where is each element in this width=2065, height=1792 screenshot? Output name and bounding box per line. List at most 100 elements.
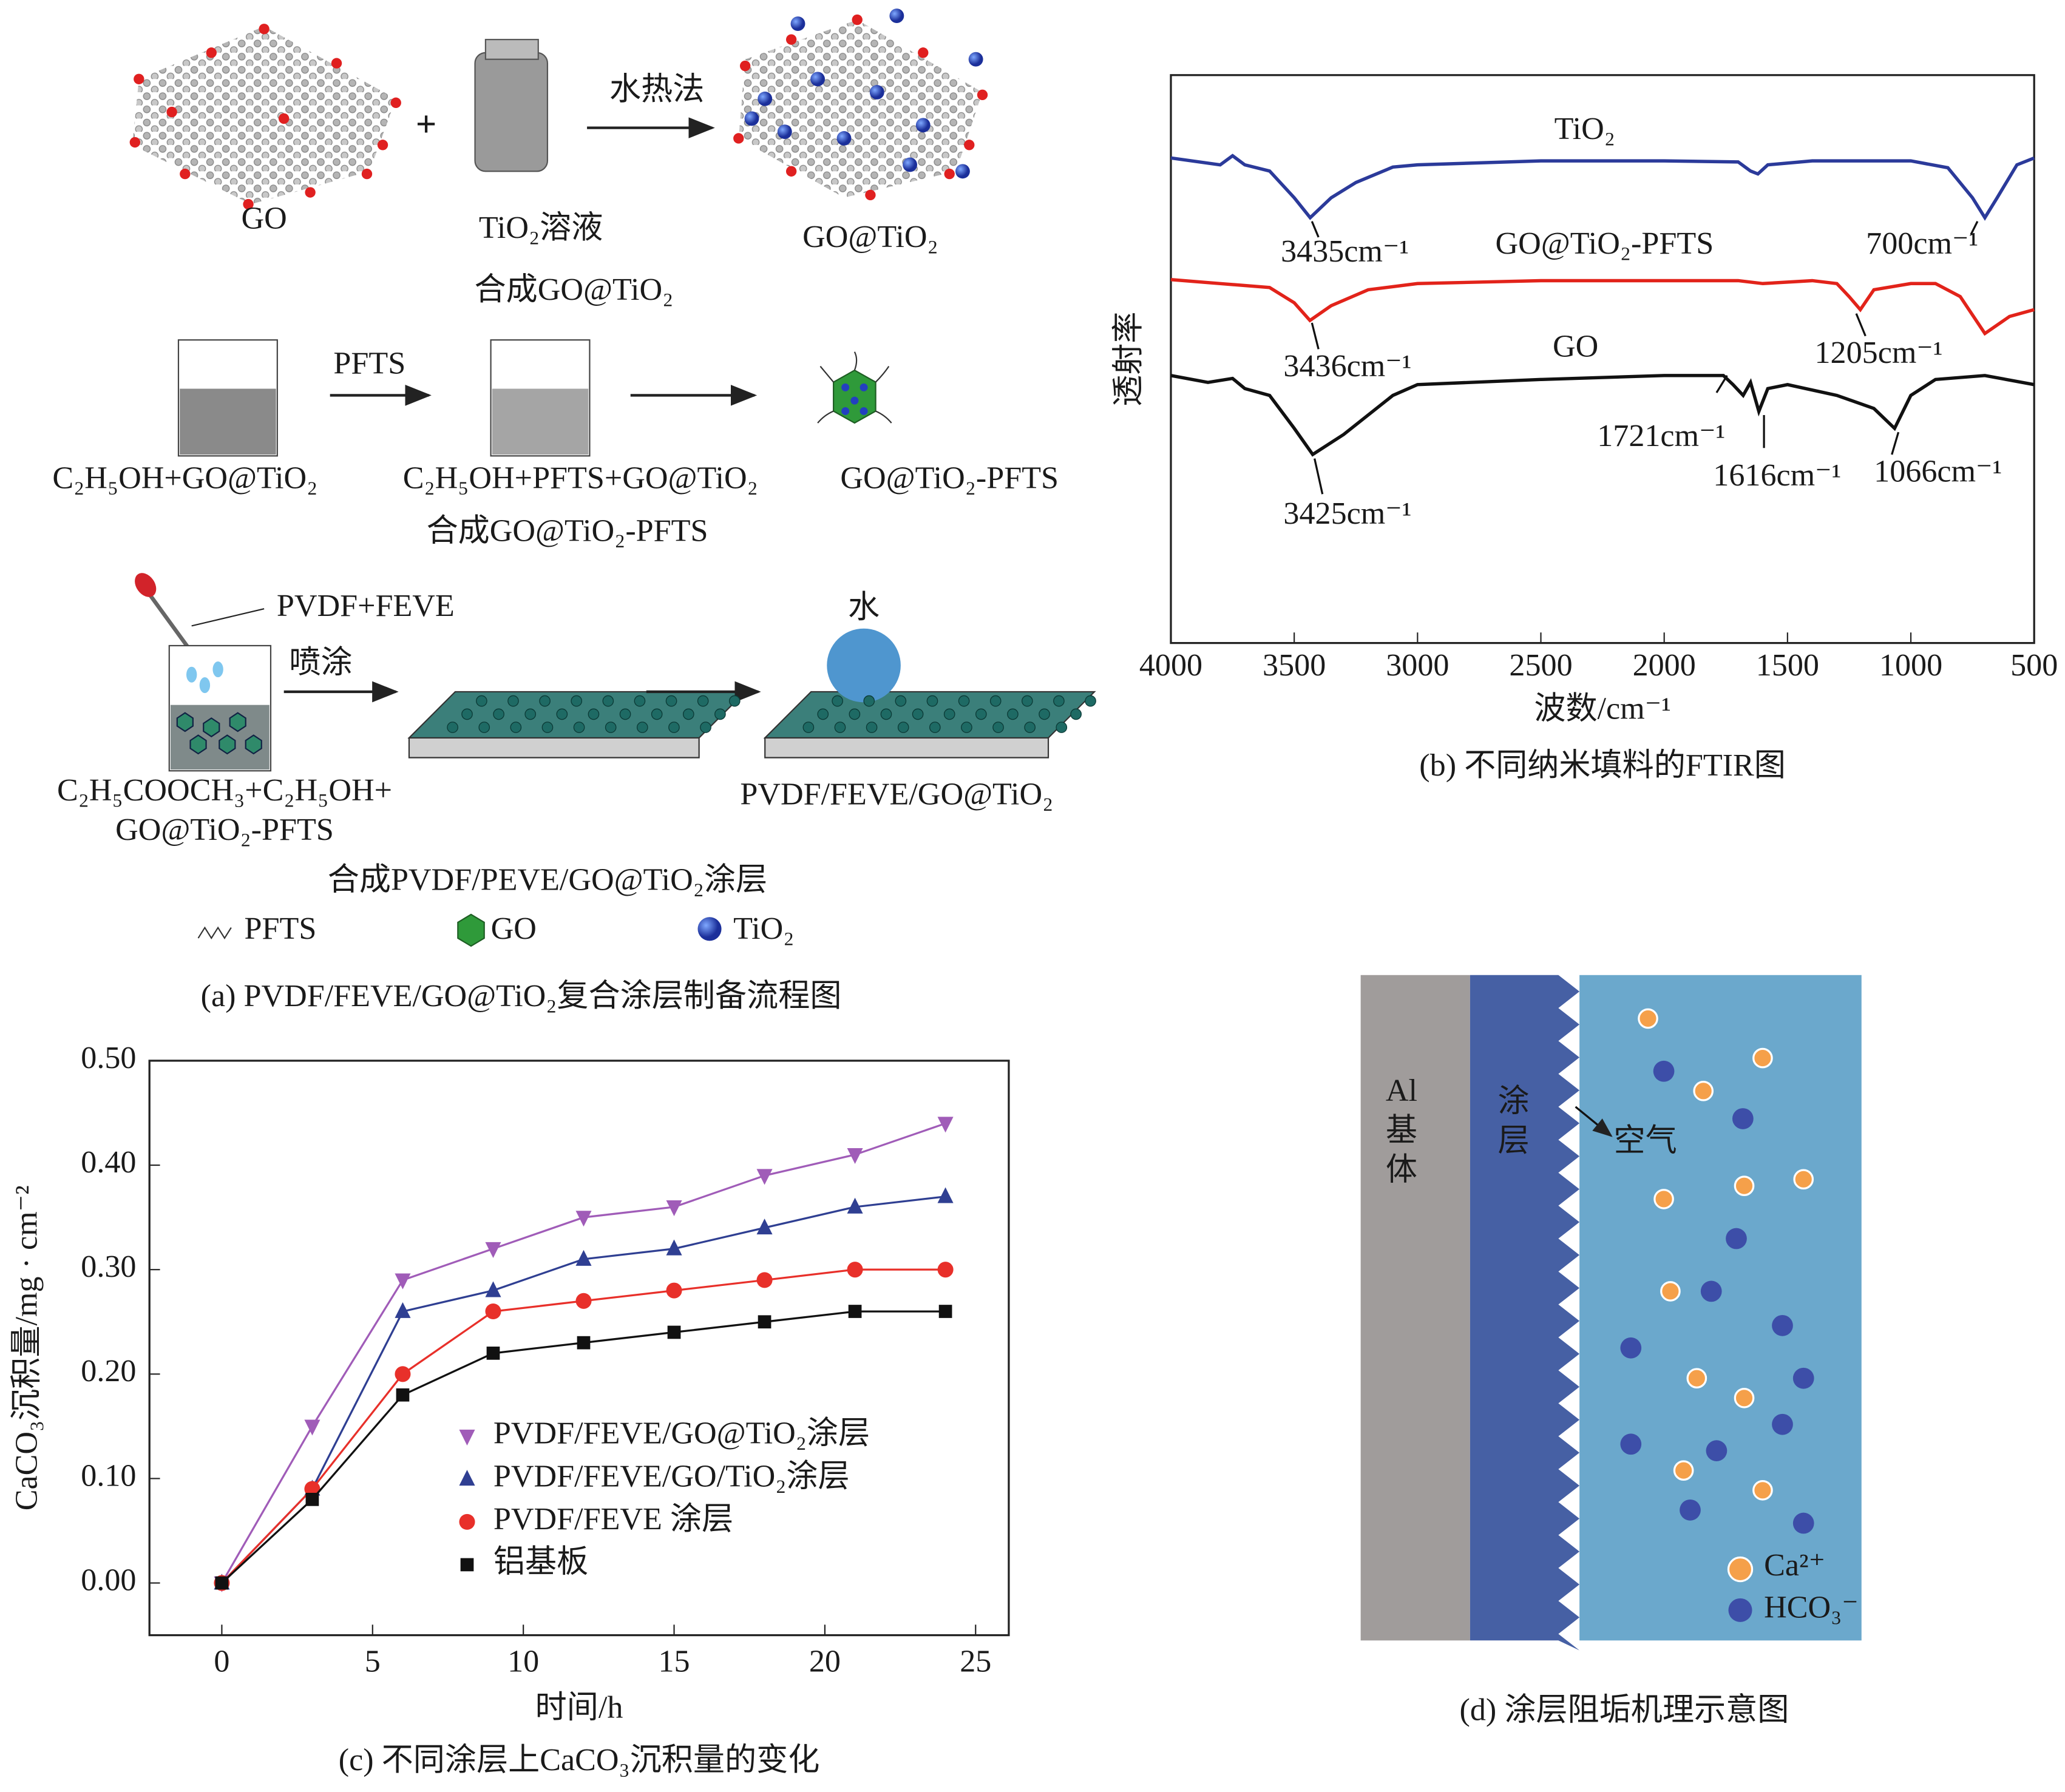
coating-particle (849, 708, 861, 720)
data-point (937, 1187, 954, 1203)
coating-particle (1039, 708, 1050, 720)
droplet (212, 661, 223, 678)
panel-d-graphics (1360, 975, 1862, 1651)
ca-ion (1793, 1169, 1814, 1190)
legend-label: GO (491, 911, 537, 946)
coating-particle (958, 695, 970, 707)
x-tick-label: 2000 (1633, 648, 1696, 683)
data-point (666, 1282, 682, 1299)
leader (191, 608, 265, 627)
data-point (395, 1366, 411, 1382)
coating-particle (634, 695, 646, 707)
tio2-particle (869, 85, 884, 100)
coating-particle (866, 722, 878, 733)
peak-label: 1205cm⁻¹ (1814, 336, 1942, 370)
oxygen-atom (206, 47, 217, 58)
ca-ion (1752, 1479, 1773, 1501)
x-tick-label: 500 (2010, 648, 2058, 683)
legend-label: PVDF/FEVE/GO/TiO₂涂层 (493, 1459, 850, 1493)
y-tick-label: 0.40 (81, 1145, 136, 1180)
water-droplet (827, 628, 901, 703)
coating-particle (524, 708, 537, 720)
series-label: GO@TiO₂-PFTS (1496, 226, 1714, 261)
plate-side (764, 737, 1049, 759)
hco3-ion (1772, 1413, 1793, 1435)
coating-particle (926, 695, 938, 707)
go-particle (219, 734, 236, 755)
coating-particle (619, 708, 631, 720)
x-tick-label: 4000 (1139, 648, 1202, 683)
tio2-particle (744, 111, 759, 126)
data-point (460, 1558, 474, 1572)
x-tick-label: 0 (214, 1644, 229, 1679)
peak-label: 3435cm⁻¹ (1281, 234, 1409, 269)
data-point (215, 1576, 229, 1590)
coating-layer (1470, 975, 1580, 1651)
hco3-ion (1726, 1228, 1747, 1249)
peak-label: 3425cm⁻¹ (1283, 496, 1411, 531)
coating-particle (682, 708, 694, 720)
data-point (459, 1470, 475, 1486)
tio2-particle (850, 396, 859, 405)
coating-particle (541, 722, 554, 733)
peak-label: 1066cm⁻¹ (1874, 455, 2002, 489)
process-label: GO@TiO₂-PFTS (115, 813, 334, 847)
go-particle (229, 712, 246, 732)
coating-particle (832, 695, 843, 707)
ca-ion (1686, 1368, 1707, 1389)
series-line (1170, 154, 2035, 221)
data-point (756, 1219, 773, 1235)
process-label: C₂H₅COOCH₃+C₂H₅OH+ (57, 773, 392, 808)
data-point (847, 1262, 863, 1278)
process-label: 水热法 (609, 72, 704, 107)
oxygen-atom (785, 166, 797, 177)
oxygen-atom (361, 168, 373, 180)
oxygen-atom (852, 14, 863, 25)
coating-particle (539, 695, 551, 707)
data-point (758, 1315, 771, 1329)
data-point (667, 1325, 681, 1339)
data-point (847, 1148, 863, 1165)
coating-particle (834, 722, 846, 733)
tio2-particle (841, 407, 850, 415)
arrow (1575, 1106, 1613, 1137)
leader-line (1855, 313, 1867, 337)
tio2-particle (860, 407, 868, 415)
y-tick-label: 0.20 (81, 1354, 136, 1388)
coating-particle (510, 722, 522, 733)
coating-particle (1085, 695, 1096, 707)
process-label: GO@TiO₂-PFTS (840, 461, 1059, 495)
legend-label: PVDF/FEVE/GO@TiO₂涂层 (493, 1416, 870, 1451)
legend-label: 铝基板 (493, 1544, 588, 1579)
al-substrate (1360, 975, 1470, 1641)
graphene-sheet (738, 19, 983, 198)
x-axis-label: 时间/h (535, 1690, 623, 1725)
ca-ion (1693, 1081, 1714, 1101)
tio2-particle (790, 16, 805, 32)
oxygen-atom (134, 73, 144, 84)
axes-frame (148, 1060, 1010, 1637)
tio2-particle (810, 72, 826, 87)
x-axis-label: 波数/cm⁻¹ (1534, 691, 1671, 726)
oxygen-atom (331, 58, 342, 69)
x-tick-label: 15 (658, 1644, 690, 1679)
process-label: 合成GO@TiO₂-PFTS (427, 513, 708, 548)
oxygen-atom (964, 140, 975, 150)
hco3-ion (1732, 1108, 1754, 1129)
tio2-particle (889, 8, 904, 23)
series-label: TiO₂ (1555, 112, 1615, 146)
coating-particle (697, 695, 709, 707)
coating-particle (493, 708, 504, 720)
data-point (937, 1117, 954, 1133)
oxygen-atom (279, 113, 290, 124)
data-point (848, 1305, 862, 1318)
legend-label: PVDF/FEVE 涂层 (493, 1502, 733, 1537)
oxygen-atom (377, 140, 388, 150)
tio2-particle (955, 164, 970, 179)
oxygen-atom (785, 34, 797, 45)
coating-particle (573, 722, 585, 733)
data-point (486, 1347, 500, 1360)
legend-ca (1727, 1556, 1754, 1583)
